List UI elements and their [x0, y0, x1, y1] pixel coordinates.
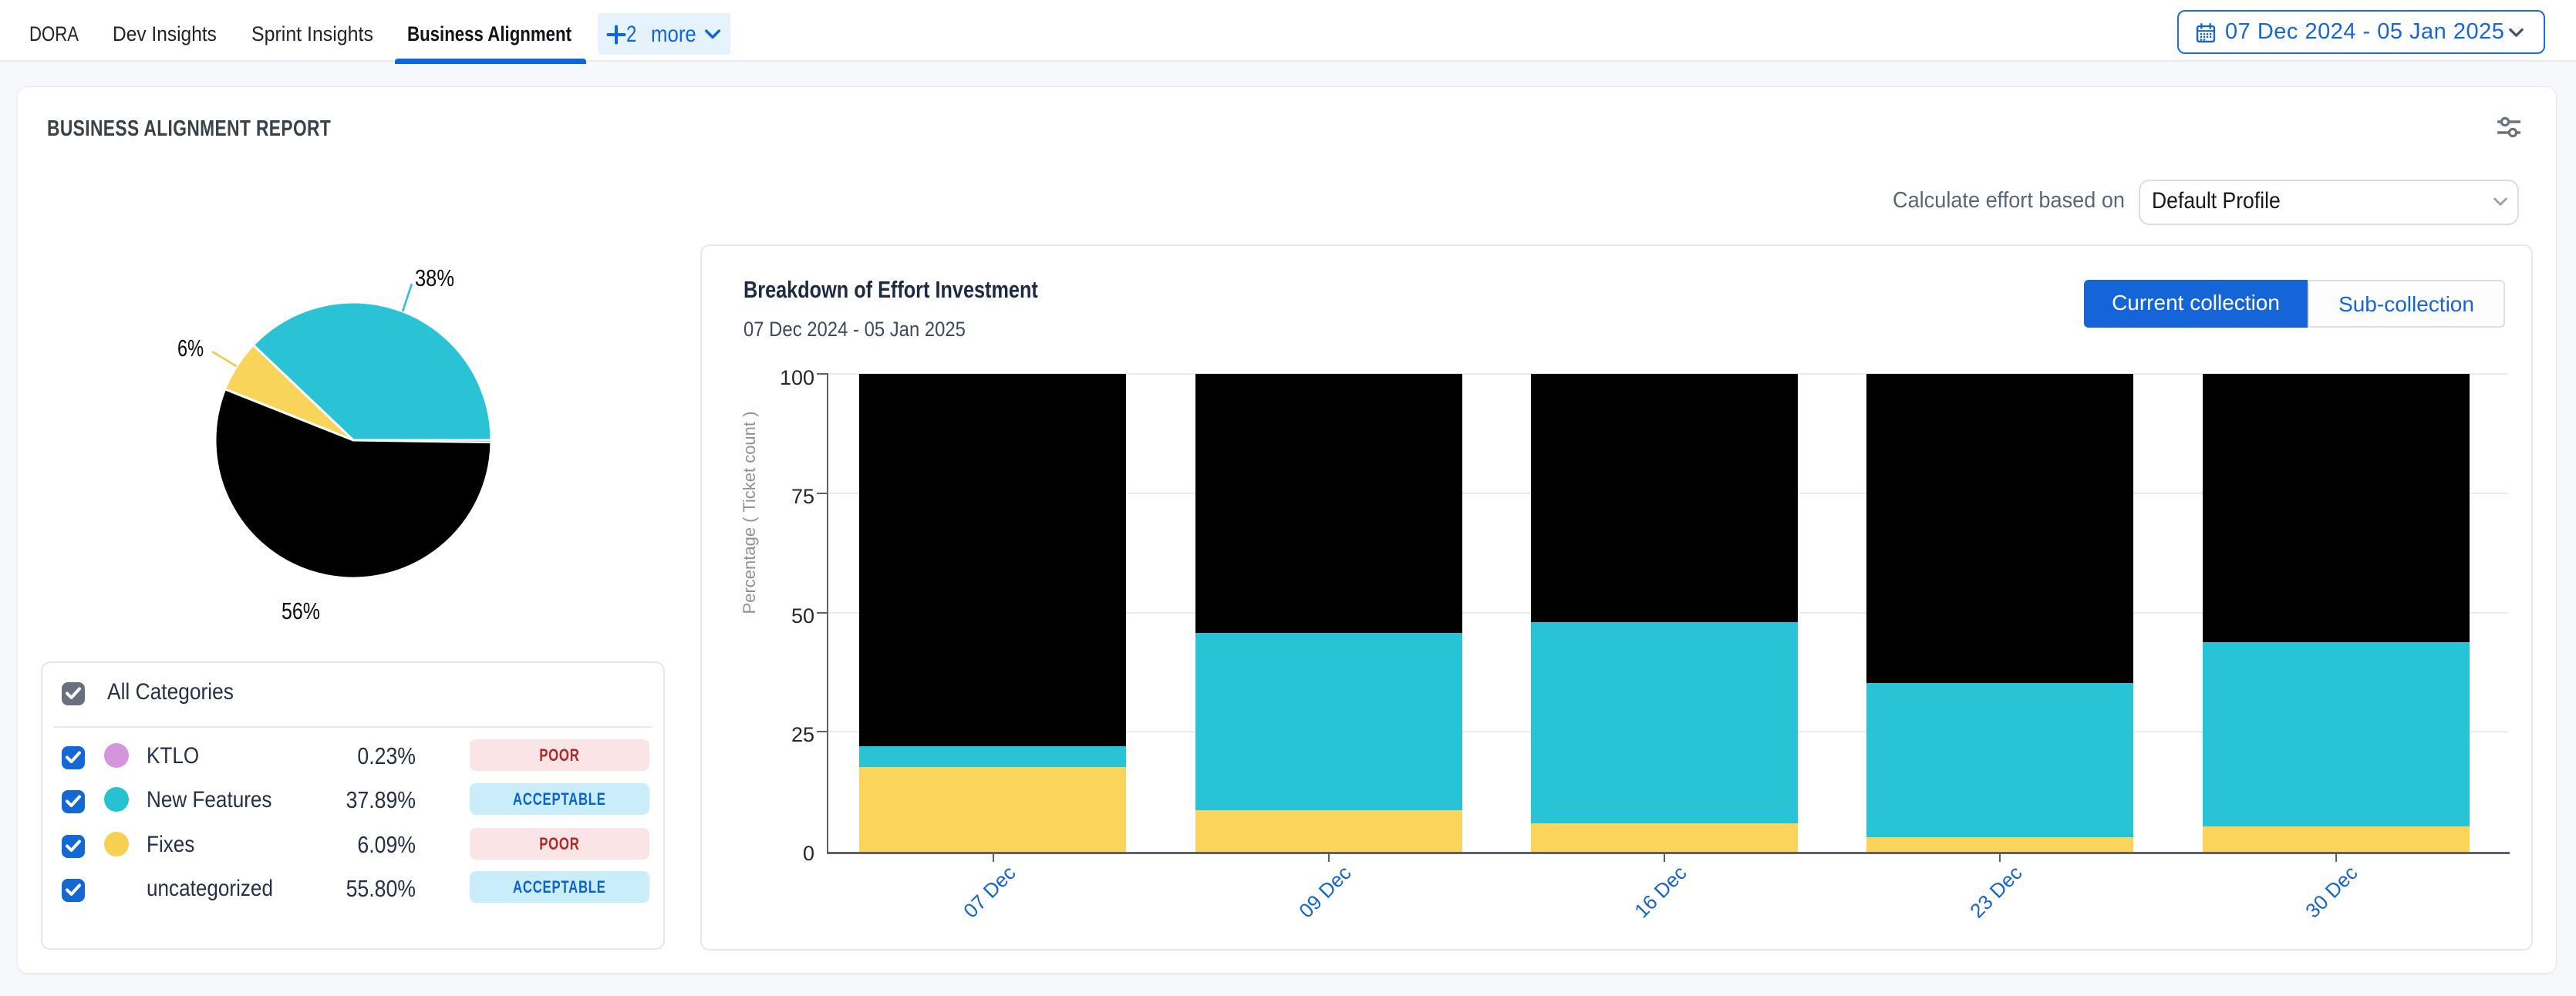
svg-text:38%: 38%	[415, 264, 454, 291]
svg-text:6%: 6%	[177, 335, 204, 362]
svg-text:56%: 56%	[282, 597, 320, 624]
